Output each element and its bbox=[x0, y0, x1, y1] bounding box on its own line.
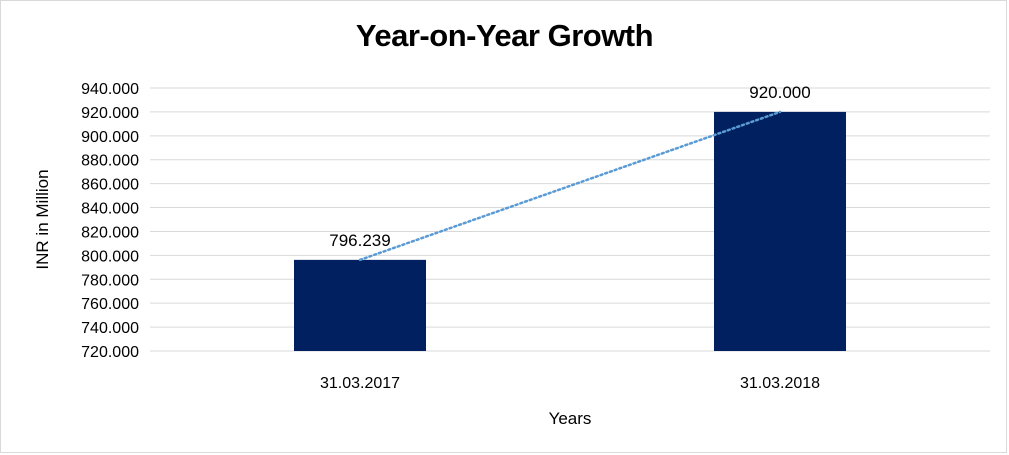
y-tick-label: 900.000 bbox=[81, 129, 139, 146]
data-label: 796.239 bbox=[329, 231, 390, 250]
trendline bbox=[358, 110, 782, 262]
bar bbox=[294, 259, 426, 351]
y-tick-label: 760.000 bbox=[81, 296, 139, 313]
x-tick-label: 31.03.2017 bbox=[320, 375, 400, 392]
chart-title: Year-on-Year Growth bbox=[355, 18, 654, 53]
y-tick-label: 720.000 bbox=[81, 344, 139, 361]
y-axis-title: INR in Million bbox=[33, 169, 52, 269]
y-tick-label: 860.000 bbox=[81, 177, 139, 194]
x-axis-ticks: 31.03.2017 31.03.2018 bbox=[320, 375, 820, 392]
y-tick-label: 740.000 bbox=[81, 320, 139, 337]
gridlines bbox=[150, 87, 990, 352]
bars bbox=[294, 111, 846, 351]
y-axis-ticks: 720.000 740.000 760.000 780.000 800.000 820.0… bbox=[81, 81, 139, 361]
data-label: 920.000 bbox=[749, 83, 810, 102]
x-tick-label: 31.03.2018 bbox=[740, 375, 820, 392]
y-tick-label: 800.000 bbox=[81, 248, 139, 265]
x-axis-title: Years bbox=[549, 409, 592, 428]
data-labels: 796.239 920.000 bbox=[329, 83, 810, 250]
y-tick-label: 820.000 bbox=[81, 224, 139, 241]
y-tick-label: 780.000 bbox=[81, 272, 139, 289]
y-tick-label: 840.000 bbox=[81, 201, 139, 218]
y-tick-label: 940.000 bbox=[81, 81, 139, 98]
trendline-line bbox=[358, 110, 782, 262]
y-tick-label: 880.000 bbox=[81, 153, 139, 170]
bar bbox=[714, 111, 846, 351]
y-tick-label: 920.000 bbox=[81, 105, 139, 122]
